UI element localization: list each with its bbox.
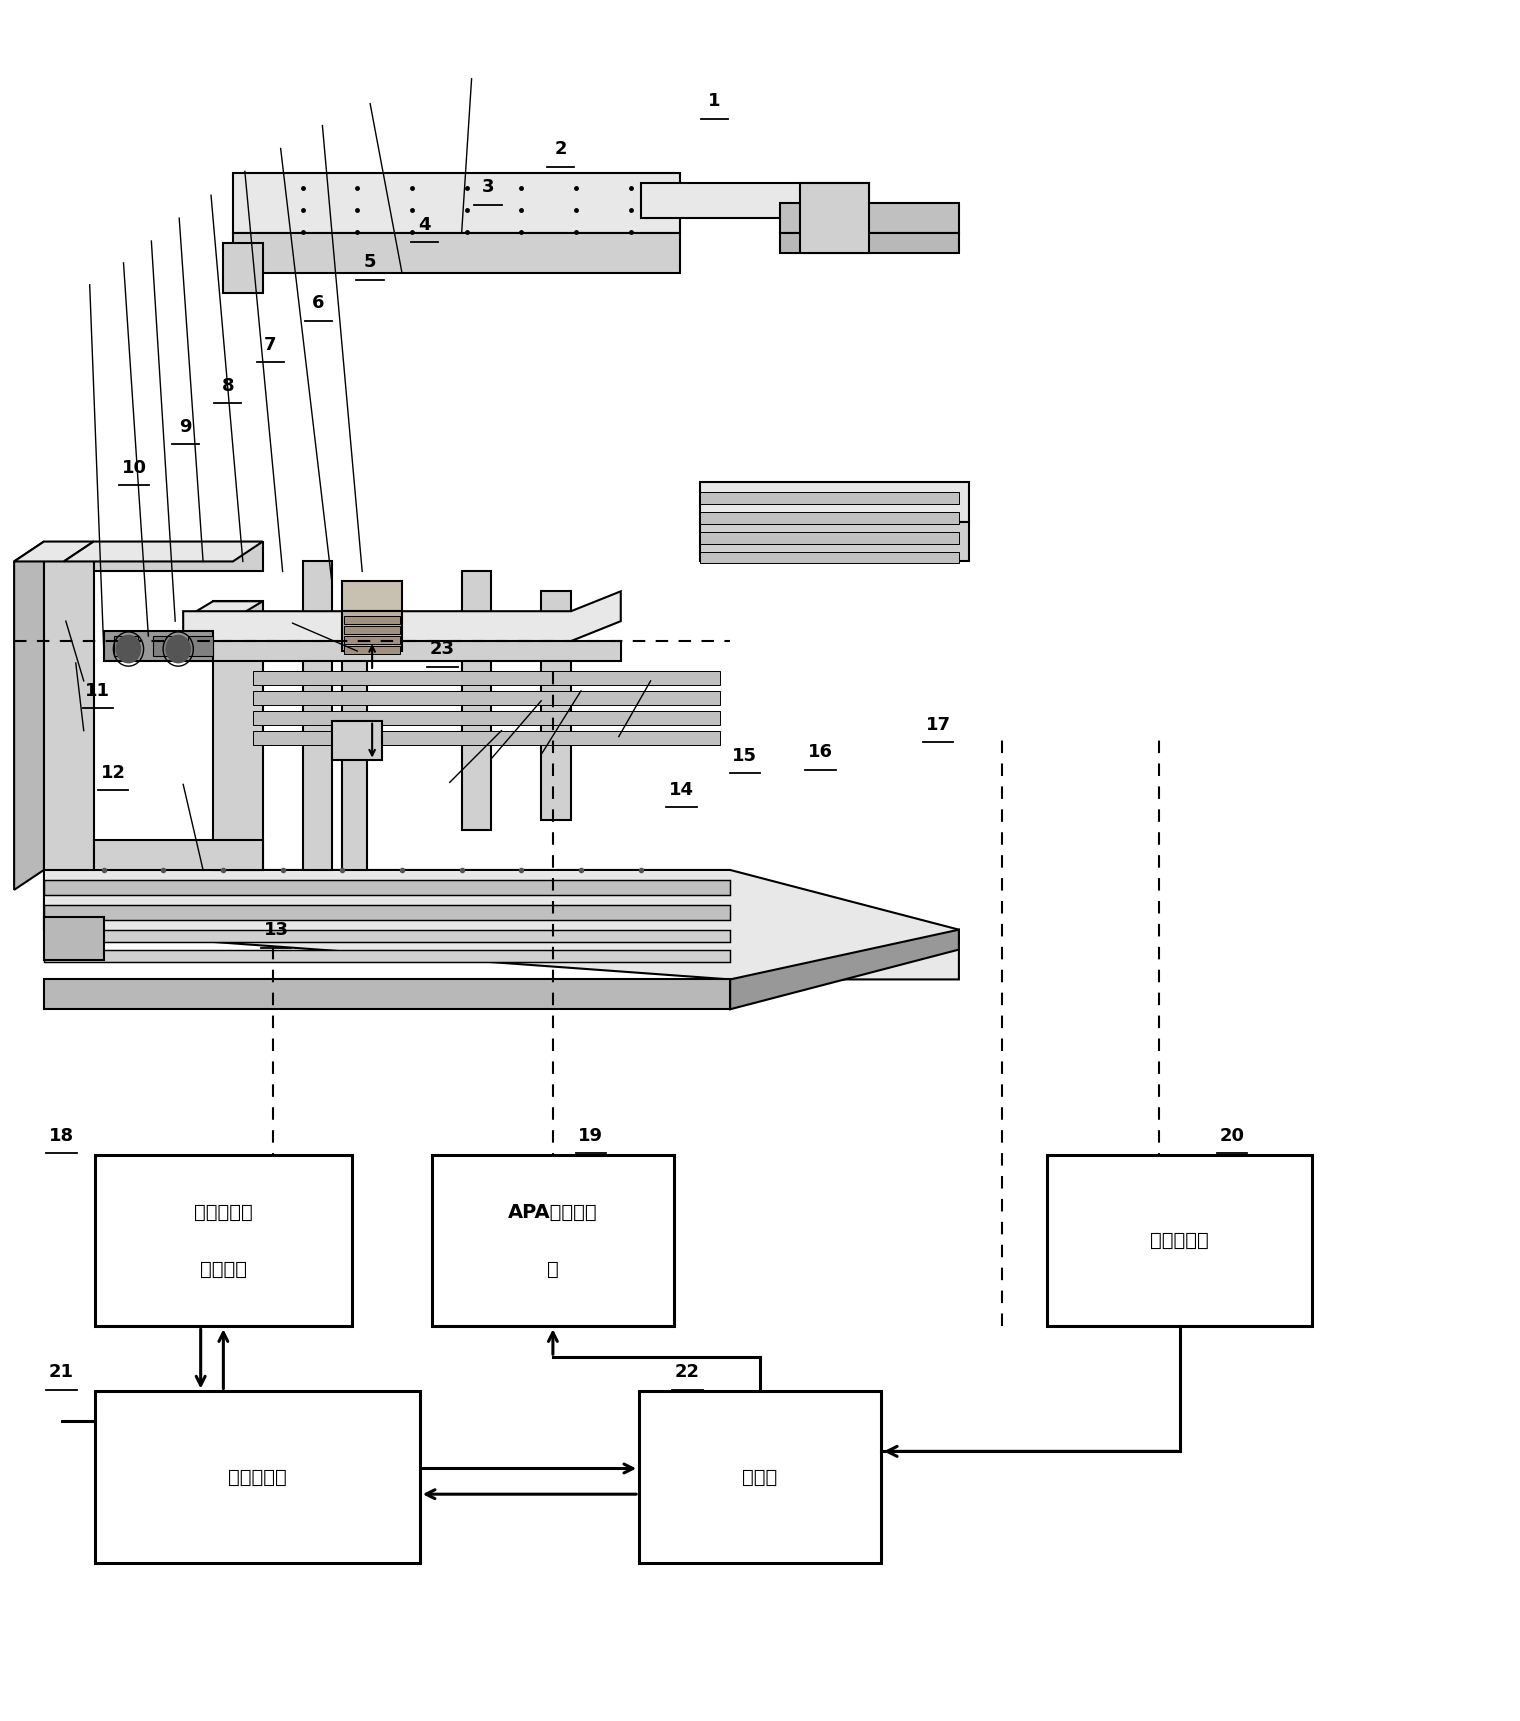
Text: 直线电机伺: 直线电机伺: [195, 1203, 252, 1222]
Text: 1: 1: [708, 93, 720, 110]
Text: 20: 20: [1219, 1127, 1245, 1144]
Polygon shape: [701, 511, 959, 523]
Text: 11: 11: [85, 682, 111, 699]
Polygon shape: [345, 637, 400, 644]
Text: 19: 19: [578, 1127, 603, 1144]
Polygon shape: [233, 174, 681, 232]
Polygon shape: [44, 869, 959, 979]
Polygon shape: [44, 879, 730, 895]
Polygon shape: [184, 601, 263, 620]
Polygon shape: [701, 492, 959, 504]
Polygon shape: [800, 184, 869, 253]
Polygon shape: [94, 542, 263, 571]
Bar: [94, 1155, 351, 1327]
Polygon shape: [252, 731, 720, 745]
Circle shape: [117, 635, 140, 663]
Polygon shape: [541, 592, 572, 821]
Bar: [638, 1391, 882, 1563]
Text: 22: 22: [675, 1363, 699, 1382]
Text: 13: 13: [264, 921, 289, 940]
Text: 9: 9: [179, 418, 192, 435]
Text: 3: 3: [482, 177, 494, 196]
Text: 14: 14: [669, 781, 695, 799]
Polygon shape: [14, 542, 94, 561]
Polygon shape: [252, 690, 720, 706]
Polygon shape: [64, 542, 263, 561]
Polygon shape: [333, 721, 382, 761]
Text: 23: 23: [430, 640, 454, 659]
Polygon shape: [701, 532, 959, 544]
Text: 器: 器: [547, 1260, 559, 1279]
Bar: [1047, 1155, 1312, 1327]
Text: 8: 8: [222, 377, 234, 394]
Text: 10: 10: [122, 460, 146, 477]
Polygon shape: [44, 950, 730, 962]
Polygon shape: [701, 482, 968, 521]
Text: 数据采集卡: 数据采集卡: [1151, 1231, 1208, 1249]
Polygon shape: [114, 637, 138, 656]
Polygon shape: [223, 243, 263, 293]
Bar: [432, 1155, 673, 1327]
Polygon shape: [345, 645, 400, 654]
Text: 计算机: 计算机: [742, 1468, 778, 1487]
Text: APA线性放大: APA线性放大: [508, 1203, 597, 1222]
Text: 18: 18: [49, 1127, 74, 1144]
Text: 7: 7: [264, 336, 277, 353]
Polygon shape: [345, 616, 400, 625]
Text: 6: 6: [312, 294, 325, 313]
Polygon shape: [94, 840, 263, 869]
Text: 5: 5: [363, 253, 377, 272]
Text: 2: 2: [555, 141, 567, 158]
Polygon shape: [188, 637, 213, 656]
Polygon shape: [233, 232, 681, 274]
Text: 21: 21: [49, 1363, 74, 1382]
Polygon shape: [780, 203, 959, 232]
Polygon shape: [640, 184, 869, 219]
Polygon shape: [701, 551, 959, 563]
Polygon shape: [342, 611, 368, 869]
Polygon shape: [780, 232, 959, 253]
Text: 12: 12: [100, 764, 126, 781]
Polygon shape: [701, 521, 968, 561]
Polygon shape: [103, 632, 213, 661]
Text: 16: 16: [809, 743, 833, 761]
Text: 服放大器: 服放大器: [199, 1260, 246, 1279]
Polygon shape: [44, 905, 730, 919]
Polygon shape: [14, 542, 44, 890]
Text: 4: 4: [418, 215, 430, 234]
Polygon shape: [184, 592, 620, 640]
Text: 17: 17: [926, 716, 952, 733]
Bar: [44, 917, 105, 960]
Polygon shape: [252, 711, 720, 725]
Bar: [94, 1391, 420, 1563]
Polygon shape: [462, 571, 491, 830]
Polygon shape: [44, 929, 730, 941]
Text: 15: 15: [733, 747, 757, 764]
Polygon shape: [730, 929, 959, 1009]
Polygon shape: [213, 601, 263, 869]
Polygon shape: [184, 640, 620, 661]
Polygon shape: [44, 542, 94, 869]
Polygon shape: [345, 626, 400, 633]
Polygon shape: [252, 671, 720, 685]
Polygon shape: [44, 979, 730, 1009]
Polygon shape: [342, 611, 401, 651]
Polygon shape: [154, 637, 178, 656]
Circle shape: [166, 635, 190, 663]
Polygon shape: [342, 582, 401, 611]
Polygon shape: [302, 561, 333, 869]
Text: 运动控制卡: 运动控制卡: [228, 1468, 287, 1487]
